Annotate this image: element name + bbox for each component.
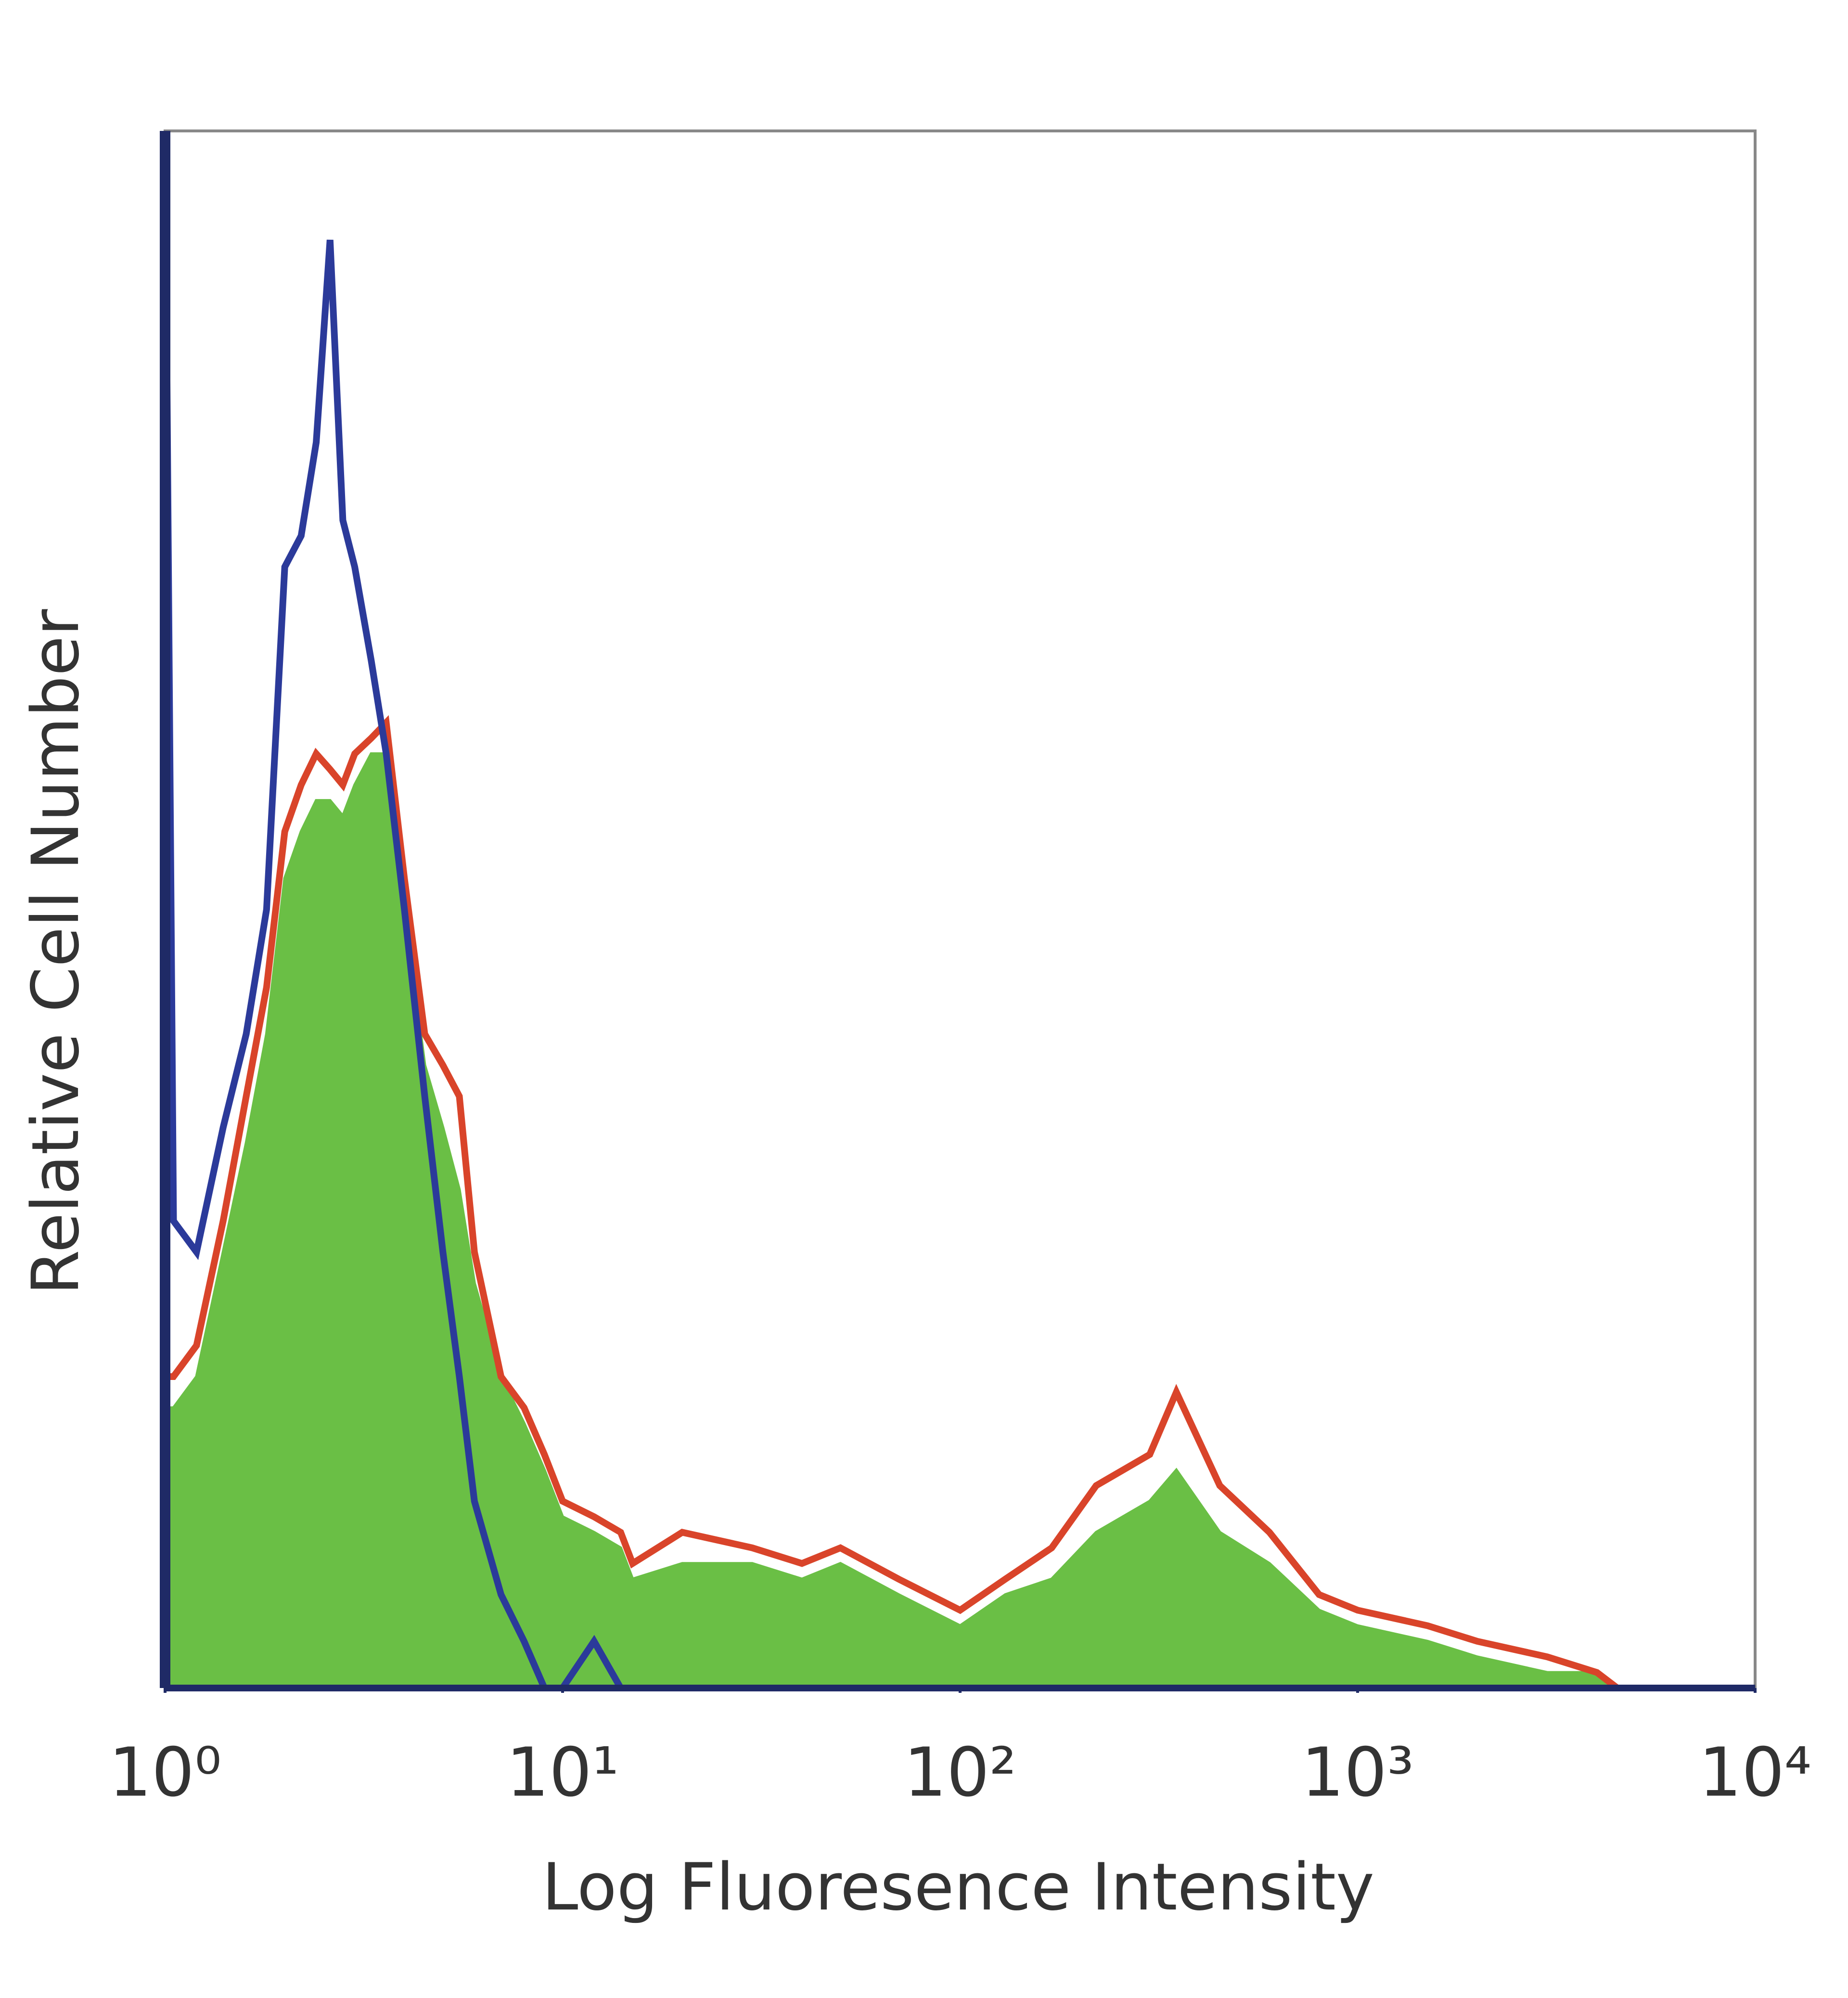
- x-tick-label: 10⁴: [1699, 1734, 1811, 1812]
- y-axis-label: Relative Cell Number: [18, 609, 93, 1295]
- line: [165, 715, 1619, 1691]
- x-tick-label: 10²: [904, 1734, 1016, 1812]
- x-tick-label: 10⁰: [109, 1734, 221, 1812]
- x-tick-label: 10¹: [506, 1734, 619, 1812]
- x-axis-label: Log Fluoresence Intensity: [542, 1849, 1374, 1925]
- x-tick-label: 10³: [1301, 1734, 1414, 1812]
- area: [164, 752, 1622, 1689]
